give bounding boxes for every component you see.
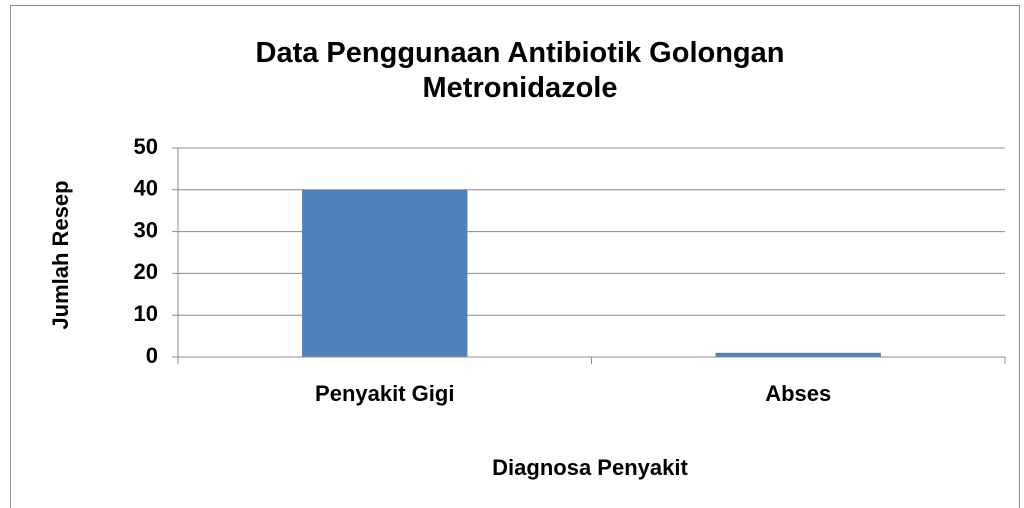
y-tick-label: 0 [146, 343, 158, 368]
y-tick-label: 50 [134, 134, 158, 159]
x-axis-title: Diagnosa Penyakit [492, 455, 688, 480]
y-axis-title: Jumlah Resep [48, 180, 73, 329]
x-tick-label: Abses [765, 381, 831, 406]
y-tick-label: 40 [134, 176, 158, 201]
y-tick-label: 20 [134, 259, 158, 284]
chart-title: Data Penggunaan Antibiotik Golongan Metr… [255, 37, 785, 104]
y-tick-label: 30 [134, 217, 158, 242]
bar [302, 189, 468, 357]
bar [715, 352, 881, 357]
y-tick-label: 10 [134, 301, 158, 326]
chart-frame [10, 5, 1020, 508]
x-tick-label: Penyakit Gigi [315, 381, 454, 406]
